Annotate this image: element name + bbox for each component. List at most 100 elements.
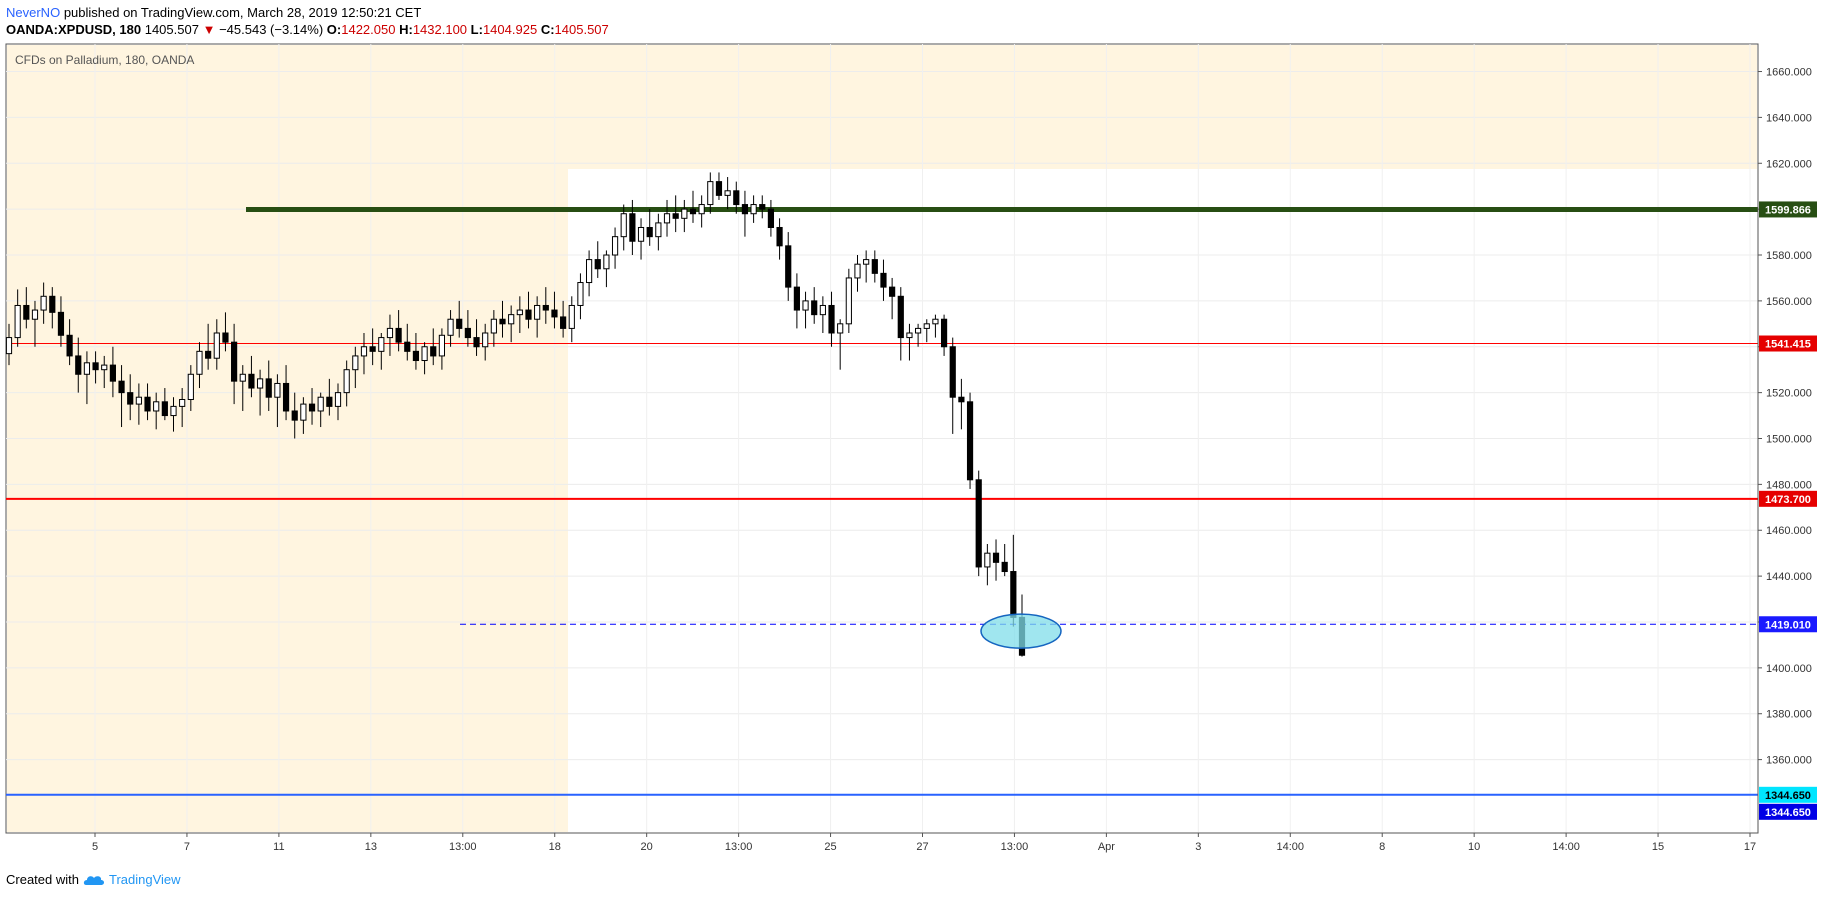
candle-body xyxy=(508,314,515,325)
candle-body xyxy=(759,204,766,210)
high-value: 1432.100 xyxy=(412,22,468,37)
highlight-ellipse[interactable] xyxy=(980,613,1062,649)
price-label: 1473.700 xyxy=(1765,494,1811,506)
tradingview-link[interactable]: TradingView xyxy=(108,872,181,887)
y-tick-label: 1660.000 xyxy=(1766,67,1812,79)
low-value: 1404.925 xyxy=(482,22,538,37)
candle-body xyxy=(767,208,775,228)
y-tick-label: 1640.000 xyxy=(1766,112,1812,124)
candle-body xyxy=(672,213,679,219)
time-axis[interactable]: 5 7 11 13 13:00 18 20 13:00 25 27 13:00 Apr 3 14:00 8 1… xyxy=(6,832,1758,853)
candle-body xyxy=(153,401,160,412)
high-label: H: xyxy=(399,22,413,37)
candle-body xyxy=(681,208,688,219)
last-price: 1405.507 xyxy=(144,22,199,37)
symbol-label: OANDA:XPDUSD, 180 xyxy=(6,22,142,37)
price-levels[interactable] xyxy=(6,206,1758,796)
x-tick-label: 14:00 xyxy=(1552,841,1580,853)
price-change: −45.543 (−3.14%) xyxy=(219,22,324,37)
candle-body xyxy=(568,304,575,329)
candle-body xyxy=(516,309,523,316)
price-label-bg xyxy=(1759,335,1817,352)
candle-body xyxy=(819,304,826,316)
x-tick-label: 5 xyxy=(92,841,98,853)
candle-body xyxy=(655,222,662,238)
candle-body xyxy=(793,286,800,311)
price-label: 1541.415 xyxy=(1765,339,1811,351)
candle-body xyxy=(456,318,463,329)
candle-body xyxy=(646,226,653,238)
candle-body xyxy=(863,259,870,265)
candle-body xyxy=(663,213,671,224)
candle-body xyxy=(551,309,558,318)
candle-body xyxy=(975,479,982,568)
candle-body xyxy=(248,373,255,389)
candle-body xyxy=(231,341,238,382)
y-tick-label: 1500.000 xyxy=(1766,434,1812,446)
candle-body xyxy=(560,316,567,329)
candle-body xyxy=(464,327,471,339)
x-tick-label: 20 xyxy=(641,841,653,853)
candle-body xyxy=(274,382,281,398)
candle-body xyxy=(57,311,65,336)
y-tick-label: 1580.000 xyxy=(1766,250,1812,262)
chart-title: CFDs on Palladium, 180, OANDA xyxy=(15,53,194,67)
candle-body xyxy=(949,346,956,398)
candle-body xyxy=(40,295,47,311)
candle-body xyxy=(179,399,186,407)
candle-body xyxy=(871,259,878,274)
author-name[interactable]: NeverNO xyxy=(6,5,61,20)
candle-body xyxy=(906,332,913,339)
candle-body xyxy=(689,208,697,215)
candle-body xyxy=(83,362,91,375)
candle-body xyxy=(118,380,125,394)
candle-body xyxy=(776,226,783,247)
candle-body xyxy=(880,272,887,288)
price-label-bg xyxy=(1759,786,1817,803)
y-tick-label: 1460.000 xyxy=(1766,525,1812,537)
candle-body xyxy=(802,300,809,311)
candle-body xyxy=(66,334,73,357)
candle-body xyxy=(594,259,601,270)
candle-body xyxy=(430,346,437,357)
candle-body xyxy=(291,410,298,421)
y-tick-label: 1520.000 xyxy=(1766,388,1812,400)
footer: Created with TradingView xyxy=(6,872,181,887)
x-tick-label: 27 xyxy=(916,841,928,853)
candle-body xyxy=(473,337,480,348)
x-tick-label: 10 xyxy=(1468,841,1480,853)
candlesticks xyxy=(5,172,1026,657)
price-chart[interactable]: 1360.0001380.0001400.0001420.0001440.000… xyxy=(0,0,1828,870)
candle-body xyxy=(308,403,316,412)
candle-body xyxy=(205,350,212,359)
target-zone-ellipse[interactable] xyxy=(980,613,1062,649)
candle-body xyxy=(265,378,272,398)
candle-body xyxy=(733,190,740,206)
price-label-bg xyxy=(1759,616,1817,633)
candle-body xyxy=(334,392,342,407)
price-label: 1419.010 xyxy=(1765,619,1811,631)
x-tick-label: 3 xyxy=(1195,841,1201,853)
candle-body xyxy=(811,300,818,316)
candle-body xyxy=(282,382,290,412)
candle-body xyxy=(715,181,723,196)
candle-body xyxy=(750,204,757,215)
x-tick-label: 18 xyxy=(549,841,561,853)
candle-body xyxy=(31,309,39,320)
created-with-text: Created with xyxy=(6,872,79,887)
price-labels: 1599.866 1541.415 1473.700 1419.010 1344.650… xyxy=(1759,201,1817,820)
candle-body xyxy=(161,401,168,417)
candle-body xyxy=(534,304,541,320)
candle-body xyxy=(369,346,376,352)
candle-body xyxy=(577,282,584,306)
y-tick-label: 1560.000 xyxy=(1766,296,1812,308)
candle-body xyxy=(525,309,532,320)
price-axis[interactable]: 1360.0001380.0001400.0001420.0001440.000… xyxy=(1758,67,1812,767)
price-label: 1599.866 xyxy=(1765,204,1811,216)
candle-body xyxy=(542,304,549,311)
x-tick-label: 7 xyxy=(184,841,190,853)
x-tick-label: 13:00 xyxy=(725,841,753,853)
candle-body xyxy=(135,396,142,405)
candle-body xyxy=(352,355,359,371)
price-label-bg xyxy=(1759,201,1817,218)
